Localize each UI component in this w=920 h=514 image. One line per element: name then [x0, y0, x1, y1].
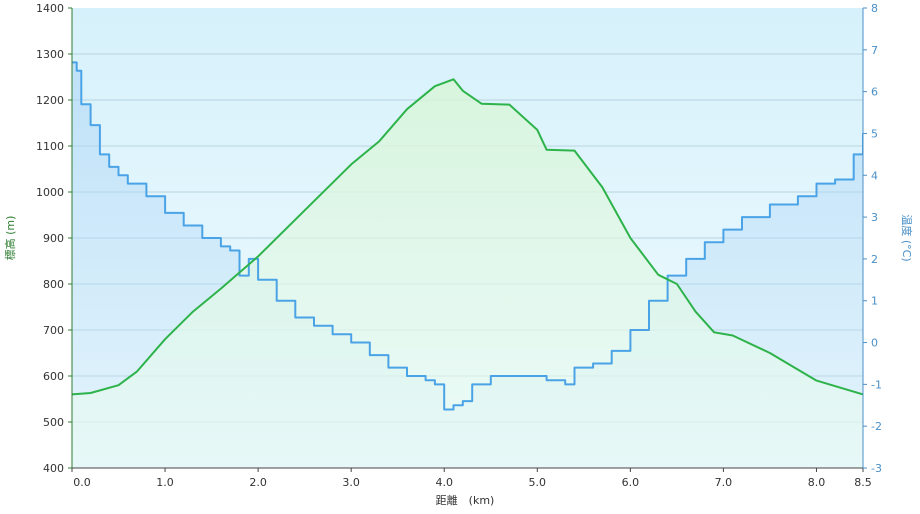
x-tick-label: 5.0 — [529, 476, 547, 489]
y-tick-label: 1200 — [36, 94, 64, 107]
x-tick-label: 3.0 — [342, 476, 360, 489]
y-tick-label: 1300 — [36, 48, 64, 61]
y-tick-label: 1000 — [36, 186, 64, 199]
x-tick-label: 8.0 — [808, 476, 826, 489]
x-tick-label: 6.0 — [622, 476, 640, 489]
x-tick-label: 7.0 — [715, 476, 733, 489]
y-tick-label: 900 — [43, 232, 64, 245]
y2-tick-label: 2 — [871, 253, 878, 266]
y-tick-label: 500 — [43, 416, 64, 429]
y2-tick-label: 3 — [871, 211, 878, 224]
y2-tick-label: 7 — [871, 44, 878, 57]
y2-tick-label: -3 — [871, 462, 882, 475]
y-tick-label: 700 — [43, 324, 64, 337]
right-y-axis-ticks: -3 -2 -1 0 1 2 3 4 5 6 7 8 — [863, 2, 882, 475]
y-tick-label: 400 — [43, 462, 64, 475]
y-tick-label: 600 — [43, 370, 64, 383]
y2-tick-label: -1 — [871, 378, 882, 391]
y2-tick-label: 4 — [871, 169, 878, 182]
elevation-area — [72, 79, 863, 468]
x-tick-label: 0.0 — [73, 476, 91, 489]
left-y-axis-ticks: 400 500 600 700 800 900 1000 1100 1200 1300 1400 — [36, 2, 72, 475]
right-y-axis-title: 温度 (°C) — [900, 214, 914, 261]
y-tick-label: 1100 — [36, 140, 64, 153]
x-tick-label: 4.0 — [435, 476, 453, 489]
y2-tick-label: 8 — [871, 2, 878, 15]
y2-tick-label: 6 — [871, 86, 878, 99]
elevation-series-line — [72, 78, 863, 396]
y-tick-label: 1400 — [36, 2, 64, 15]
left-y-axis-title: 標高 (m) — [3, 216, 17, 261]
x-tick-label: 1.0 — [156, 476, 174, 489]
x-tick-label: 8.5 — [854, 476, 872, 489]
temperature-series-line — [72, 61, 863, 411]
y2-tick-label: 1 — [871, 295, 878, 308]
x-axis-ticks: 0.0 1.0 2.0 3.0 4.0 5.0 6.0 7.0 8.0 8.5 — [71, 468, 872, 489]
y2-tick-label: -2 — [871, 420, 882, 433]
y2-tick-label: 0 — [871, 337, 878, 350]
x-axis-title: 距離 (km) — [436, 493, 495, 507]
x-tick-label: 2.0 — [249, 476, 267, 489]
y2-tick-label: 5 — [871, 127, 878, 140]
y-tick-label: 800 — [43, 278, 64, 291]
